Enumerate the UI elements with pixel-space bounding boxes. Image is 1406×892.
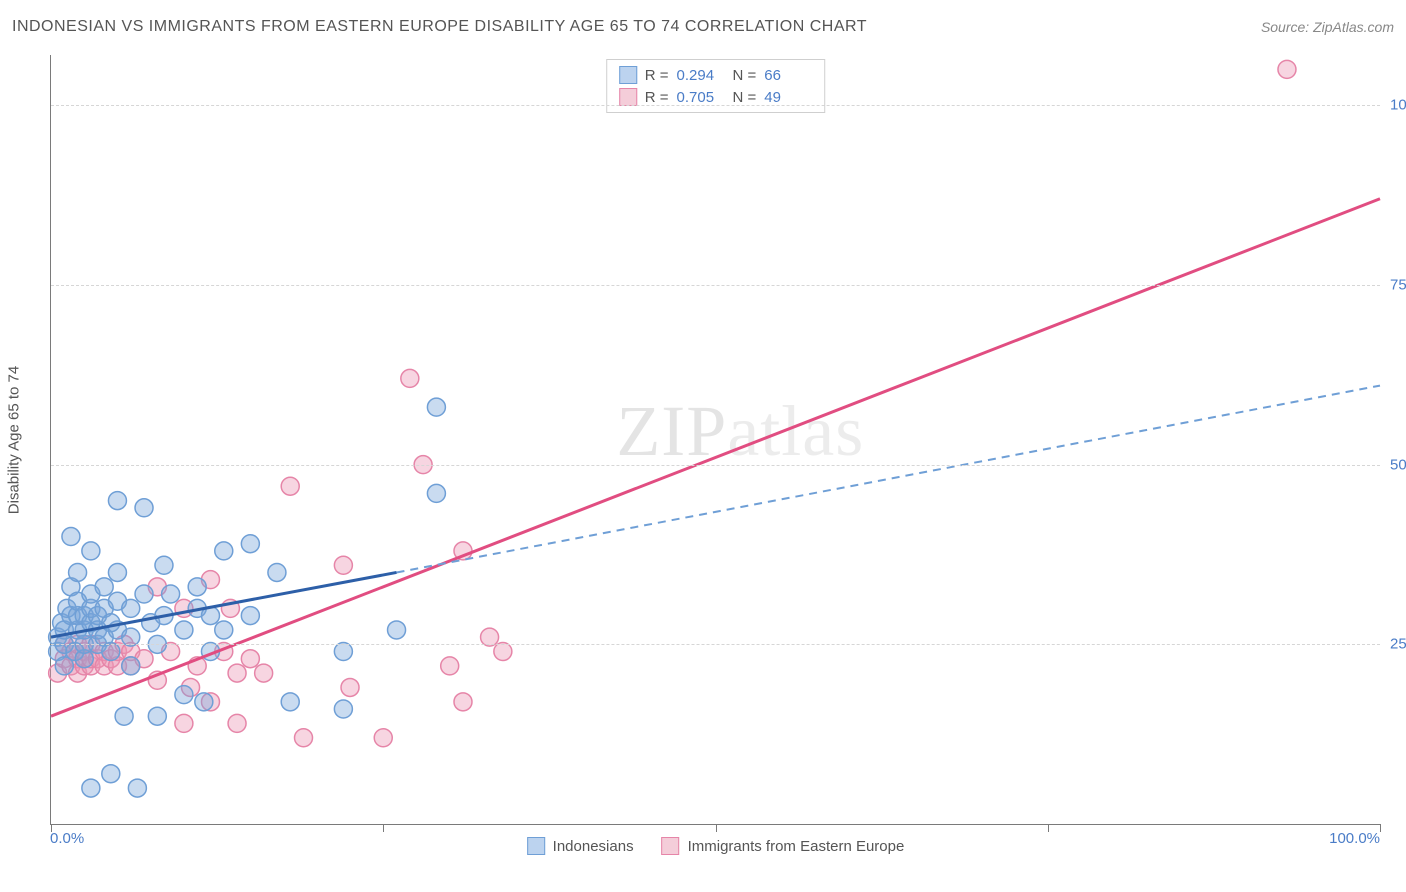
data-point	[427, 484, 445, 502]
source-attribution: Source: ZipAtlas.com	[1261, 19, 1394, 35]
legend-n-label: N =	[733, 67, 757, 84]
trendline-b	[51, 199, 1380, 716]
data-point	[102, 765, 120, 783]
chart-title: INDONESIAN VS IMMIGRANTS FROM EASTERN EU…	[12, 18, 867, 36]
data-point	[401, 369, 419, 387]
trendline-a-dashed	[397, 386, 1380, 573]
data-point	[175, 621, 193, 639]
data-point	[122, 599, 140, 617]
x-axis-labels: 0.0% 100.0%	[50, 830, 1380, 847]
gridline-h	[51, 465, 1380, 466]
legend-swatch-a	[619, 66, 637, 84]
y-tick-label: 25.0%	[1390, 636, 1406, 653]
data-point	[82, 779, 100, 797]
data-point	[241, 535, 259, 553]
data-point	[135, 499, 153, 517]
data-point	[69, 563, 87, 581]
legend-r-label: R =	[645, 67, 669, 84]
data-point	[255, 664, 273, 682]
data-point	[148, 707, 166, 725]
x-axis-start-label: 0.0%	[50, 830, 84, 847]
legend-r-value-a: 0.294	[677, 67, 725, 84]
data-point	[115, 707, 133, 725]
gridline-h	[51, 644, 1380, 645]
y-tick-label: 100.0%	[1390, 97, 1406, 114]
legend-r-value-b: 0.705	[677, 89, 725, 106]
data-point	[175, 714, 193, 732]
legend-r-label: R =	[645, 89, 669, 106]
data-point	[281, 693, 299, 711]
y-axis-label: Disability Age 65 to 74	[6, 366, 23, 514]
data-point	[128, 779, 146, 797]
data-point	[441, 657, 459, 675]
data-point	[215, 621, 233, 639]
data-point	[195, 693, 213, 711]
gridline-h	[51, 285, 1380, 286]
data-point	[295, 729, 313, 747]
data-point	[1278, 60, 1296, 78]
data-point	[228, 664, 246, 682]
data-point	[281, 477, 299, 495]
data-point	[334, 556, 352, 574]
y-tick-label: 50.0%	[1390, 456, 1406, 473]
data-point	[108, 492, 126, 510]
data-point	[241, 607, 259, 625]
data-point	[454, 693, 472, 711]
gridline-h	[51, 105, 1380, 106]
data-point	[388, 621, 406, 639]
plot-area: ZIPatlas R = 0.294 N = 66 R = 0.705 N = …	[50, 55, 1380, 825]
data-point	[228, 714, 246, 732]
title-bar: INDONESIAN VS IMMIGRANTS FROM EASTERN EU…	[12, 18, 1394, 36]
data-point	[268, 563, 286, 581]
scatter-svg	[51, 55, 1380, 824]
data-point	[427, 398, 445, 416]
data-point	[334, 700, 352, 718]
x-tick	[1380, 824, 1381, 832]
data-point	[108, 563, 126, 581]
data-point	[122, 657, 140, 675]
data-point	[215, 542, 233, 560]
legend-swatch-b	[619, 88, 637, 106]
x-axis-end-label: 100.0%	[1329, 830, 1380, 847]
legend-n-value-a: 66	[764, 67, 812, 84]
data-point	[135, 585, 153, 603]
data-point	[175, 686, 193, 704]
y-tick-label: 75.0%	[1390, 276, 1406, 293]
data-point	[62, 528, 80, 546]
legend-n-value-b: 49	[764, 89, 812, 106]
legend-row-a: R = 0.294 N = 66	[619, 64, 813, 86]
data-point	[82, 542, 100, 560]
data-point	[162, 585, 180, 603]
data-point	[95, 578, 113, 596]
data-point	[374, 729, 392, 747]
data-point	[188, 578, 206, 596]
legend-n-label: N =	[733, 89, 757, 106]
data-point	[341, 678, 359, 696]
data-point	[155, 556, 173, 574]
data-point	[241, 650, 259, 668]
